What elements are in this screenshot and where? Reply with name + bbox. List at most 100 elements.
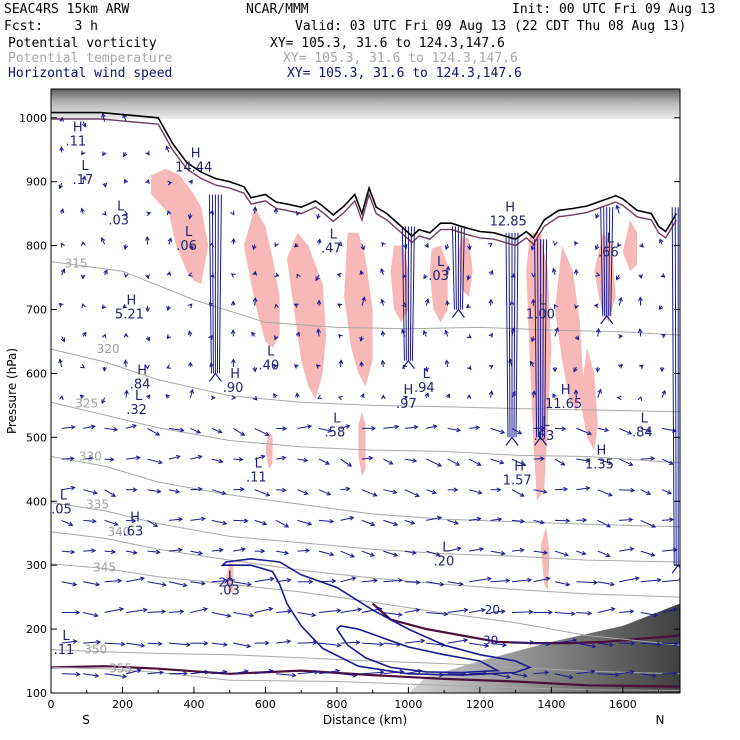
- wind-vector-head: [89, 456, 95, 461]
- wind-vector: [102, 113, 106, 122]
- wind-vector-head: [349, 515, 355, 521]
- wind-vector: [147, 550, 160, 553]
- wind-vector: [61, 640, 77, 644]
- wind-vector: [426, 673, 444, 676]
- wind-vector-head: [189, 245, 194, 251]
- wind-vector-head: [79, 394, 85, 400]
- wind-vector-head: [156, 488, 162, 494]
- wind-vector-head: [135, 455, 141, 461]
- x-end-label-south: S: [82, 713, 90, 727]
- wind-vector-head: [458, 581, 464, 587]
- wind-vector: [661, 458, 674, 465]
- wind-vector-head: [634, 576, 640, 581]
- wind-vector-head: [615, 204, 621, 210]
- wind-vector-head: [500, 550, 506, 556]
- wind-vector-head: [574, 335, 580, 341]
- wind-vector-head: [166, 364, 172, 369]
- wind-vector: [83, 673, 99, 677]
- wind-vector-head: [424, 298, 430, 304]
- wind-vector-head: [197, 486, 203, 492]
- wind-vector-head: [224, 578, 230, 584]
- wind-vector-head: [305, 548, 311, 553]
- theta-label: 345: [93, 561, 116, 575]
- wind-vector-head: [307, 521, 313, 526]
- theta-label: 355: [109, 662, 132, 676]
- x-tick-label: 0: [48, 698, 55, 711]
- wind-vector-head: [530, 337, 536, 343]
- wind-vector: [233, 519, 248, 522]
- wind-vector-head: [544, 670, 550, 676]
- wind-vector-head: [377, 606, 383, 612]
- wind-vector-head: [402, 364, 408, 370]
- wind-vector-head: [252, 245, 257, 251]
- wind-vector: [211, 642, 227, 646]
- wind-vector-head: [646, 490, 652, 495]
- wind-vector: [404, 640, 425, 644]
- wind-vector-head: [616, 395, 622, 401]
- wind-vector-head: [123, 210, 129, 216]
- wind-vector-head: [573, 389, 579, 395]
- wind-vector-head: [591, 643, 597, 649]
- updraft-vector: [515, 232, 519, 438]
- wind-vector: [190, 671, 209, 675]
- wind-vector: [662, 642, 678, 645]
- wind-vector-head: [329, 551, 335, 557]
- high-low-labels: L.11L.03L.20H.63L.05L.11L.58H1.57H1.35L.…: [51, 121, 652, 658]
- wind-vector: [597, 489, 613, 497]
- wind-vector: [383, 579, 402, 583]
- wind-vector-head: [545, 576, 551, 582]
- wind-vector-head: [522, 673, 528, 678]
- wind-vector-head: [399, 669, 405, 675]
- wind-vector-head: [467, 245, 472, 251]
- wind-vector-head: [359, 336, 364, 342]
- wind-vector-head: [187, 272, 193, 277]
- wind-vector-head: [329, 518, 335, 524]
- wind-speed-contours: [220, 557, 533, 676]
- wind-vector-head: [609, 642, 614, 648]
- wind-vector: [469, 578, 491, 583]
- wind-vector-head: [101, 112, 106, 118]
- wind-vector: [446, 360, 449, 368]
- wind-vector-head: [638, 296, 643, 302]
- pv-fill-region: [622, 220, 638, 272]
- theta-contours: [51, 261, 680, 691]
- wind-vector: [82, 176, 86, 184]
- wind-vector-head: [488, 298, 494, 304]
- wind-vector: [168, 581, 187, 587]
- wind-vector-head: [240, 547, 246, 552]
- high-low-value: .05: [51, 502, 72, 517]
- wind-vector-head: [188, 361, 193, 367]
- wind-vector-head: [325, 460, 330, 465]
- wind-vector: [618, 458, 633, 466]
- wind-vector-head: [336, 608, 342, 613]
- wind-vector: [554, 488, 568, 491]
- theta-contour: [51, 502, 680, 563]
- updraft-vector: [454, 226, 457, 310]
- wind-vector: [126, 519, 136, 522]
- wind-vector-head: [264, 431, 270, 437]
- wind-vector-head: [123, 332, 129, 338]
- wind-vector-head: [520, 518, 525, 524]
- theta-contour: [51, 649, 680, 675]
- organization: NCAR/MMM: [246, 2, 309, 17]
- wind-vector-head: [371, 426, 377, 431]
- wind-vector-head: [618, 334, 623, 339]
- wind-vector: [640, 427, 651, 432]
- wind-vector-head: [604, 427, 610, 433]
- updraft-vector: [610, 207, 614, 316]
- wind-vector: [576, 550, 586, 555]
- wind-vector: [104, 489, 116, 497]
- wind-vector-head: [179, 427, 185, 433]
- pv-fill-region: [265, 430, 273, 470]
- wind-vector-head: [423, 329, 428, 335]
- wind-vector: [233, 670, 249, 675]
- wind-vector: [426, 581, 444, 586]
- high-low-letter: H: [514, 460, 524, 475]
- wind-vector-head: [265, 492, 271, 497]
- wind-vector-head: [572, 638, 578, 643]
- wind-vector: [533, 458, 544, 460]
- wind-vector-head: [260, 454, 266, 460]
- wind-vector-head: [639, 243, 644, 248]
- x-tick-label: 1400: [537, 698, 565, 711]
- wind-vector-head: [196, 429, 202, 434]
